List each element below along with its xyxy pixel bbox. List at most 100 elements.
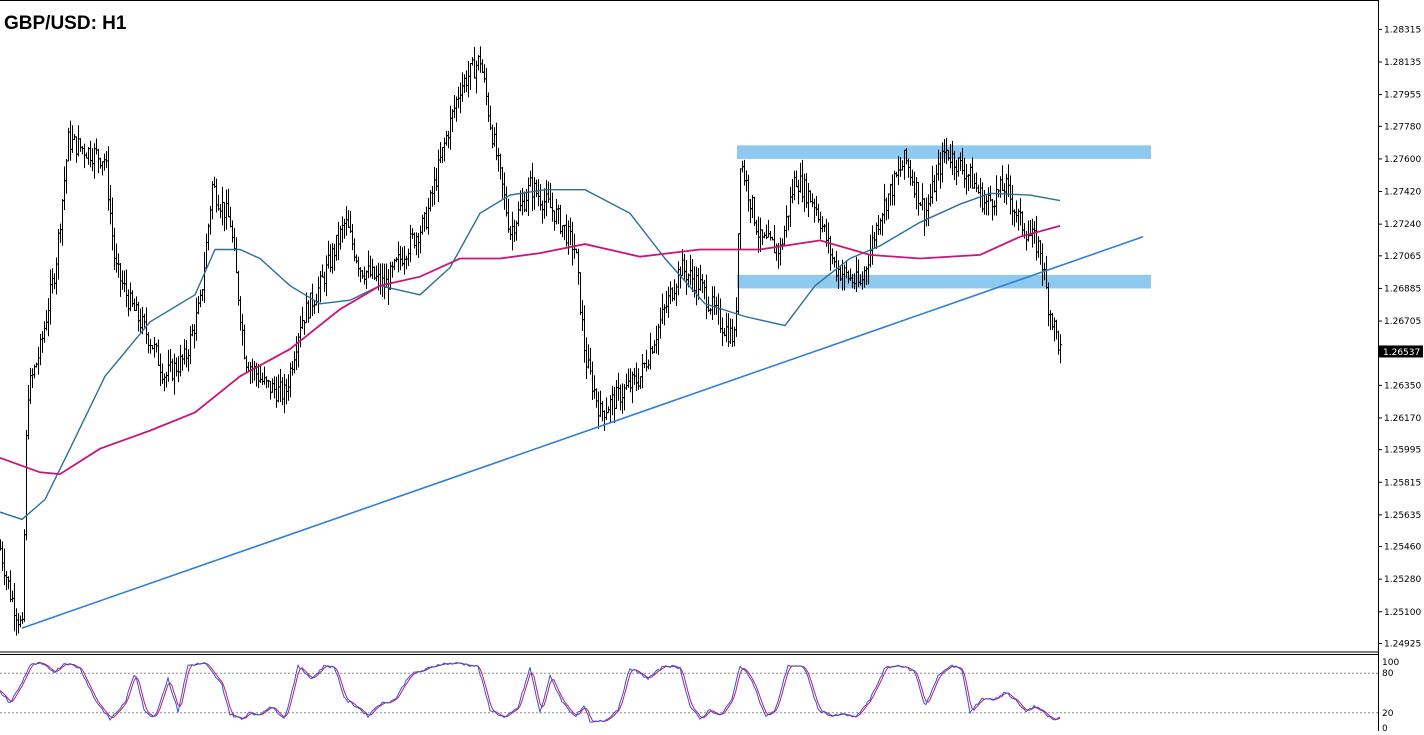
ohlc-bar xyxy=(899,156,902,177)
ohlc-bar xyxy=(531,162,534,212)
ohlc-bar xyxy=(493,127,496,147)
ohlc-bar xyxy=(563,224,566,241)
ohlc-bar xyxy=(925,197,928,227)
ohlc-bar xyxy=(831,248,834,265)
ohlc-bar xyxy=(157,339,160,366)
ohlc-bar xyxy=(43,321,46,343)
ohlc-bar xyxy=(613,387,616,424)
ohlc-bar xyxy=(443,137,446,162)
ohlc-bar xyxy=(447,130,450,149)
ohlc-bar xyxy=(169,348,172,372)
ohlc-bar xyxy=(1019,198,1022,226)
ohlc-bar xyxy=(543,188,546,219)
ohlc-bar xyxy=(745,170,748,192)
price-tick-label: 1.28315 xyxy=(1384,25,1421,35)
ohlc-bar xyxy=(617,372,620,401)
ohlc-bar xyxy=(345,206,348,236)
ohlc-bar xyxy=(469,62,472,90)
ohlc-bar xyxy=(509,225,512,241)
price-bars xyxy=(0,46,1062,636)
ohlc-bar xyxy=(215,178,218,213)
ohlc-bar xyxy=(671,287,674,302)
ohlc-bar xyxy=(981,182,984,213)
ohlc-bar xyxy=(281,377,284,406)
ohlc-bar xyxy=(363,266,366,285)
ohlc-bar xyxy=(591,361,594,400)
ohlc-bar xyxy=(499,153,502,180)
price-tick-label: 1.27065 xyxy=(1384,252,1421,262)
ohlc-bar xyxy=(37,346,40,375)
ohlc-bar xyxy=(183,339,186,365)
ohlc-bar xyxy=(427,197,430,235)
ohlc-bar xyxy=(31,368,34,388)
price-tick-label: 1.25460 xyxy=(1384,543,1421,553)
ohlc-bar xyxy=(593,375,596,399)
ohlc-bar xyxy=(985,195,988,216)
ohlc-bar xyxy=(559,205,562,235)
ohlc-bar xyxy=(103,153,106,171)
ohlc-bar xyxy=(369,255,372,278)
ohlc-bar xyxy=(783,225,786,246)
ohlc-bar xyxy=(333,243,336,271)
ohlc-bar xyxy=(507,198,510,233)
ohlc-bar xyxy=(621,383,624,414)
ohlc-bar xyxy=(721,317,724,347)
ohlc-bar xyxy=(435,167,438,191)
ohlc-bar xyxy=(757,216,760,253)
moving-average-line xyxy=(0,225,1061,476)
ohlc-bar xyxy=(283,373,286,414)
ohlc-bar xyxy=(327,240,330,269)
ohlc-bar xyxy=(995,175,998,216)
ohlc-bar xyxy=(1017,208,1020,231)
ohlc-bar xyxy=(911,169,914,186)
ohlc-bar xyxy=(657,323,660,355)
ohlc-bar xyxy=(41,331,44,353)
ohlc-bar xyxy=(375,265,378,282)
ohlc-bar xyxy=(505,186,508,217)
ohlc-bar xyxy=(677,261,680,296)
ohlc-bar xyxy=(1059,334,1062,364)
ohlc-bar xyxy=(57,228,60,280)
ohlc-bar xyxy=(275,376,278,408)
ohlc-bar xyxy=(263,366,266,385)
ohlc-bar xyxy=(737,233,740,315)
ohlc-bar xyxy=(235,237,238,274)
ohlc-bar xyxy=(265,376,268,389)
ohlc-bar xyxy=(205,233,208,269)
ohlc-bar xyxy=(9,570,12,602)
ohlc-bar xyxy=(611,385,614,416)
ohlc-bar xyxy=(751,195,754,219)
ohlc-bar xyxy=(485,67,488,106)
ohlc-bar xyxy=(731,318,734,347)
ohlc-bar xyxy=(823,223,826,233)
ohlc-bar xyxy=(351,223,354,251)
ohlc-bar xyxy=(379,263,382,295)
ohlc-bar xyxy=(113,227,116,271)
ohlc-bar xyxy=(491,124,494,149)
ohlc-bar xyxy=(619,384,622,411)
moving-averages xyxy=(0,189,1061,521)
ohlc-bar xyxy=(79,138,82,152)
ohlc-bar xyxy=(353,238,356,262)
ohlc-bar xyxy=(465,70,468,93)
ohlc-bar xyxy=(131,290,134,307)
ohlc-bar xyxy=(309,292,312,319)
ohlc-bar xyxy=(325,255,328,297)
ohlc-bar xyxy=(277,374,280,403)
ohlc-bar xyxy=(967,173,970,191)
ohlc-bar xyxy=(625,373,628,390)
ohlc-bar xyxy=(261,372,264,386)
ohlc-bar xyxy=(929,183,932,207)
ohlc-bar xyxy=(439,142,442,163)
ohlc-bar xyxy=(65,158,68,194)
ohlc-bar xyxy=(821,216,824,233)
ohlc-bar xyxy=(149,338,152,354)
ohlc-bar xyxy=(441,146,444,163)
ohlc-bar xyxy=(699,264,702,291)
ohlc-bar xyxy=(165,371,168,388)
ohlc-bar xyxy=(743,159,746,186)
ohlc-bar xyxy=(1027,220,1030,242)
ohlc-bar xyxy=(217,194,220,211)
ohlc-bar xyxy=(63,166,66,211)
ohlc-bar xyxy=(25,429,28,541)
